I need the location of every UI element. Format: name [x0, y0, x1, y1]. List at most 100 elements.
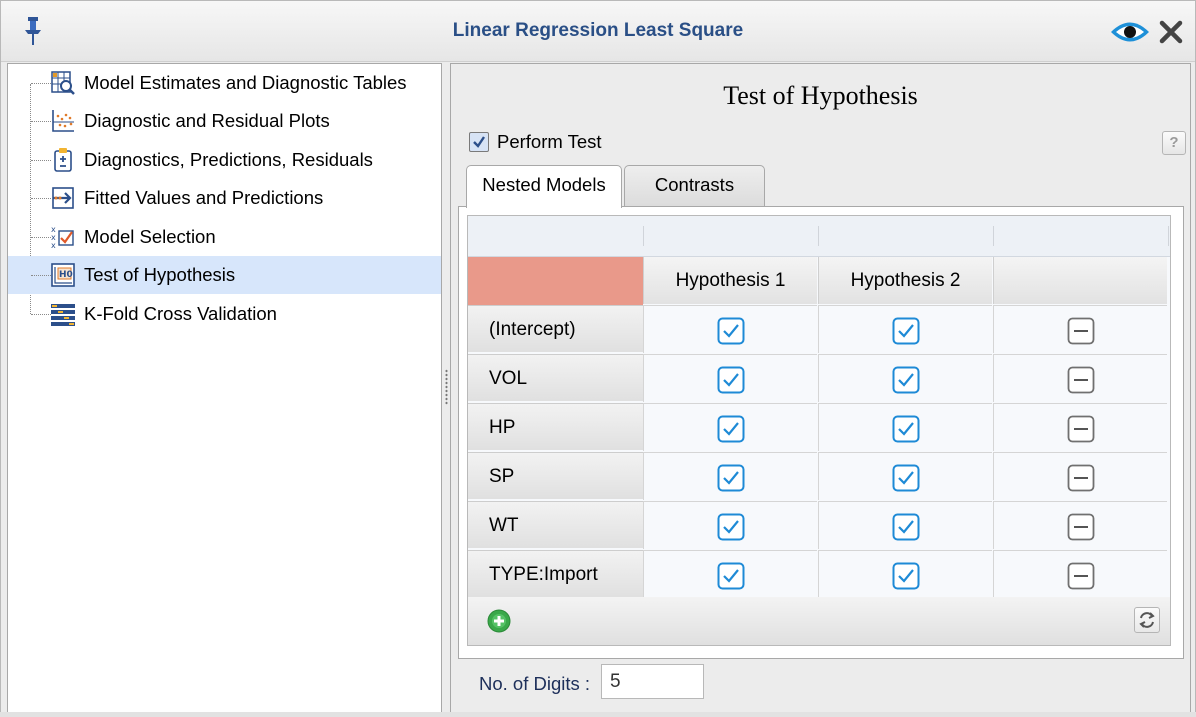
- svg-text:H0: H0: [59, 270, 73, 280]
- add-icon[interactable]: [487, 609, 511, 633]
- checkbox-checked-icon: [717, 366, 745, 394]
- check-icon: [473, 136, 485, 148]
- checkbox-checked-icon: [892, 562, 920, 590]
- checkbox-checked-icon: [717, 464, 745, 492]
- tree-branch: [31, 83, 51, 84]
- row-header-intercept: (Intercept): [468, 305, 643, 352]
- checkbox-indeterminate-icon: [1067, 317, 1095, 345]
- checkbox-checked-icon: [717, 317, 745, 345]
- tree-item-diagnostics-predictions[interactable]: Diagnostics, Predictions, Residuals: [8, 141, 441, 179]
- cell-checkbox[interactable]: [818, 403, 992, 451]
- cell-checkbox[interactable]: [643, 403, 817, 451]
- cell-checkbox[interactable]: [643, 501, 817, 549]
- tree-branch: [31, 121, 51, 122]
- table-filter-row: [468, 216, 1170, 257]
- digits-input[interactable]: [601, 664, 704, 699]
- title-bar: Linear Regression Least Square: [1, 1, 1195, 62]
- navigation-tree: Model Estimates and Diagnostic Tables Di…: [7, 63, 442, 713]
- cell-checkbox[interactable]: [993, 452, 1167, 500]
- column-header-hypothesis-2[interactable]: Hypothesis 2: [818, 257, 992, 304]
- tree-connector: [30, 84, 31, 314]
- cell-checkbox[interactable]: [993, 305, 1167, 353]
- svg-text:x: x: [51, 233, 56, 242]
- cell-checkbox[interactable]: [818, 452, 992, 500]
- checkbox-checked-icon: [892, 513, 920, 541]
- scatter-plot-icon: [52, 110, 74, 132]
- tree-item-fitted-values[interactable]: Fitted Values and Predictions: [8, 179, 441, 217]
- perform-test-check[interactable]: [469, 132, 489, 152]
- checkbox-checked-icon: [717, 513, 745, 541]
- cell-checkbox[interactable]: [643, 354, 817, 402]
- tree-branch: [31, 314, 51, 315]
- page-title: Test of Hypothesis: [723, 81, 918, 110]
- xxx-check-icon: x x x: [51, 225, 74, 250]
- row-header-hp: HP: [468, 403, 643, 450]
- tree-item-residual-plots[interactable]: Diagnostic and Residual Plots: [8, 102, 441, 140]
- svg-text:x: x: [51, 241, 56, 250]
- tree-branch: [31, 198, 51, 199]
- column-separator: [643, 226, 644, 246]
- tab-contrasts[interactable]: Contrasts: [624, 165, 765, 206]
- row-header-sp: SP: [468, 452, 643, 499]
- checkbox-checked-icon: [717, 562, 745, 590]
- tree-item-test-of-hypothesis[interactable]: H0 Test of Hypothesis: [8, 256, 441, 294]
- fold-grid-icon: [51, 304, 75, 326]
- tree-branch: [31, 275, 51, 276]
- cell-checkbox[interactable]: [993, 403, 1167, 451]
- h0-icon: H0: [51, 263, 75, 287]
- row-header-vol: VOL: [468, 354, 643, 401]
- table-search-icon: [51, 71, 75, 95]
- tab-bar: Nested Models Contrasts: [466, 165, 766, 208]
- pin-icon[interactable]: [23, 16, 43, 46]
- checkbox-indeterminate-icon: [1067, 464, 1095, 492]
- splitter-grip[interactable]: [445, 369, 448, 405]
- cell-checkbox[interactable]: [993, 501, 1167, 549]
- window-title: Linear Regression Least Square: [452, 20, 744, 41]
- checkbox-checked-icon: [892, 415, 920, 443]
- arrow-box-icon: [52, 187, 74, 209]
- digits-label: No. of Digits :: [479, 673, 591, 694]
- tree-branch: [31, 237, 51, 238]
- checkbox-checked-icon: [892, 464, 920, 492]
- tree-item-label: K-Fold Cross Validation: [84, 303, 277, 324]
- tree-item-label: Diagnostic and Residual Plots: [84, 110, 330, 131]
- close-icon[interactable]: [1159, 20, 1183, 44]
- tree-item-kfold-cv[interactable]: K-Fold Cross Validation: [8, 295, 441, 333]
- row-header-type-import: TYPE:Import: [468, 550, 643, 597]
- bottom-edge: [0, 712, 1196, 717]
- cell-checkbox[interactable]: [993, 354, 1167, 402]
- cell-checkbox[interactable]: [643, 550, 817, 598]
- checkbox-indeterminate-icon: [1067, 366, 1095, 394]
- column-header-hypothesis-1[interactable]: Hypothesis 1: [643, 257, 817, 304]
- checkbox-indeterminate-icon: [1067, 513, 1095, 541]
- cell-checkbox[interactable]: [643, 452, 817, 500]
- table-corner-header: [468, 257, 643, 306]
- cell-checkbox[interactable]: [818, 501, 992, 549]
- table-toolbar: [467, 597, 1171, 646]
- cell-checkbox[interactable]: [993, 550, 1167, 598]
- cell-checkbox[interactable]: [818, 305, 992, 353]
- cell-checkbox[interactable]: [643, 305, 817, 353]
- clipboard-plus-minus-icon: [54, 148, 72, 172]
- checkbox-indeterminate-icon: [1067, 562, 1095, 590]
- hypothesis-table: Hypothesis 1 Hypothesis 2 (Intercept) VO…: [467, 215, 1171, 599]
- perform-test-label: Perform Test: [497, 131, 602, 152]
- eye-icon[interactable]: [1109, 19, 1151, 45]
- column-header-empty[interactable]: [993, 257, 1167, 304]
- svg-text:x: x: [51, 225, 56, 234]
- refresh-arrows-icon: [1139, 612, 1155, 628]
- tree-item-label: Fitted Values and Predictions: [84, 187, 324, 208]
- cell-checkbox[interactable]: [818, 354, 992, 402]
- content-panel: Test of Hypothesis Perform Test ? Nested…: [450, 63, 1191, 715]
- tree-item-label: Test of Hypothesis: [84, 264, 236, 285]
- row-header-wt: WT: [468, 501, 643, 548]
- tree-item-label: Diagnostics, Predictions, Residuals: [84, 149, 373, 170]
- column-separator: [993, 226, 994, 246]
- tree-item-model-estimates[interactable]: Model Estimates and Diagnostic Tables: [8, 64, 441, 102]
- tab-nested-models[interactable]: Nested Models: [466, 165, 622, 208]
- help-icon[interactable]: ?: [1162, 131, 1186, 155]
- refresh-icon[interactable]: [1134, 607, 1160, 633]
- cell-checkbox[interactable]: [818, 550, 992, 598]
- tree-item-model-selection[interactable]: x x x Model Selection: [8, 218, 441, 256]
